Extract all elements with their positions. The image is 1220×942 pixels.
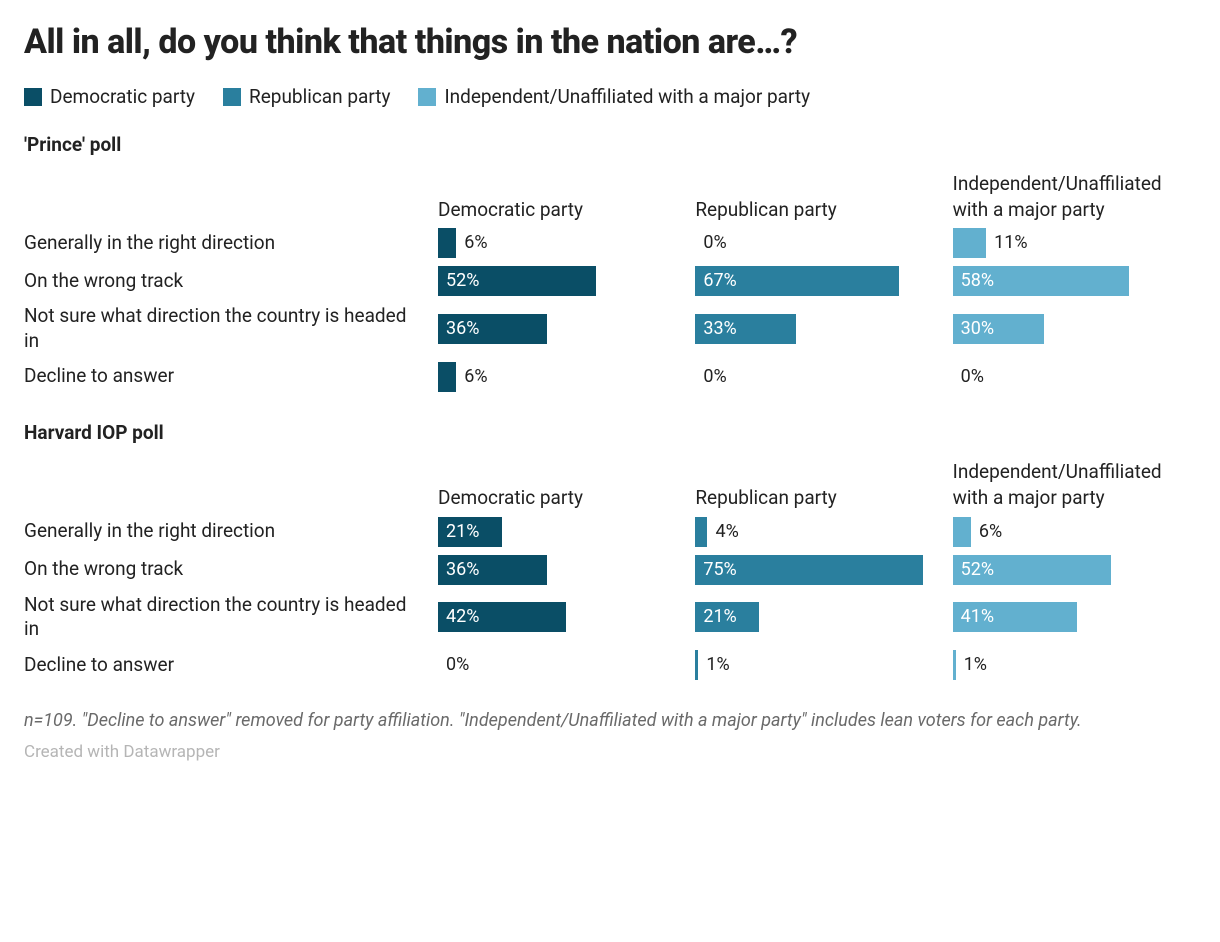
bar-cell: 6% — [438, 228, 681, 258]
bar — [695, 517, 707, 547]
bar-value-label: 36% — [438, 314, 487, 344]
legend-swatch — [24, 88, 42, 106]
bar-cell: 75% — [695, 555, 938, 585]
group-body: Generally in the right direction 21% 4% 6% O… — [24, 517, 1196, 680]
column-header: Republican party — [695, 485, 938, 517]
bar-value-label: 52% — [438, 266, 487, 296]
group-title: Harvard IOP poll — [24, 420, 1196, 446]
bar-value-label: 0% — [953, 362, 992, 392]
footnote: n=109. "Decline to answer" removed for p… — [24, 708, 1196, 733]
bar-value-label: 21% — [438, 517, 487, 547]
bar-value-label: 0% — [438, 650, 477, 680]
bar-cell: 30% — [953, 314, 1196, 344]
bar-cell: 1% — [953, 650, 1196, 680]
group-title: 'Prince' poll — [24, 132, 1196, 158]
credit: Created with Datawrapper — [24, 741, 1196, 764]
bar-value-label: 52% — [953, 555, 1002, 585]
bar-value-label: 1% — [698, 650, 737, 680]
row-label: Decline to answer — [24, 364, 424, 389]
bar-cell: 0% — [953, 362, 1196, 392]
column-header-row: Democratic party Republican party Independ… — [24, 171, 1196, 228]
legend-label: Independent/Unaffiliated with a major pa… — [444, 84, 810, 110]
bar-cell: 36% — [438, 555, 681, 585]
bar-value-label: 0% — [695, 228, 734, 258]
bar-cell: 52% — [953, 555, 1196, 585]
bar-value-label: 36% — [438, 555, 487, 585]
column-header: Democratic party — [438, 485, 681, 517]
bar-value-label: 21% — [695, 602, 744, 632]
bar-cell: 21% — [438, 517, 681, 547]
bar-value-label: 11% — [986, 228, 1035, 258]
bar-value-label: 41% — [953, 602, 1002, 632]
column-header: Independent/Unaffiliated with a major pa… — [953, 171, 1196, 228]
bar-value-label: 0% — [695, 362, 734, 392]
bar-cell: 6% — [953, 517, 1196, 547]
legend-item: Independent/Unaffiliated with a major pa… — [418, 84, 810, 110]
bar-cell: 0% — [438, 650, 681, 680]
group-body: Generally in the right direction 6% 0% 11% O… — [24, 228, 1196, 391]
bar-value-label: 67% — [695, 266, 744, 296]
legend-item: Democratic party — [24, 84, 195, 110]
bar-cell: 21% — [695, 602, 938, 632]
bar-cell: 36% — [438, 314, 681, 344]
row-label: Generally in the right direction — [24, 231, 424, 256]
row-label: Decline to answer — [24, 653, 424, 678]
bar-value-label: 6% — [971, 517, 1010, 547]
bar-cell: 0% — [695, 228, 938, 258]
bar-cell: 58% — [953, 266, 1196, 296]
bar-cell: 1% — [695, 650, 938, 680]
column-header: Republican party — [695, 197, 938, 229]
legend: Democratic party Republican party Independ… — [24, 84, 1196, 110]
chart-body: 'Prince' poll Democratic party Republican … — [24, 132, 1196, 681]
column-header-row: Democratic party Republican party Independ… — [24, 459, 1196, 516]
legend-label: Democratic party — [50, 84, 195, 110]
bar-value-label: 4% — [707, 517, 746, 547]
bar — [438, 228, 456, 258]
bar-value-label: 1% — [956, 650, 995, 680]
bar — [953, 517, 971, 547]
row-label: On the wrong track — [24, 269, 424, 294]
bar-cell: 41% — [953, 602, 1196, 632]
bar-cell: 67% — [695, 266, 938, 296]
chart-title: All in all, do you think that things in … — [24, 20, 1196, 66]
column-header: Independent/Unaffiliated with a major pa… — [953, 459, 1196, 516]
row-label: On the wrong track — [24, 557, 424, 582]
legend-item: Republican party — [223, 84, 390, 110]
bar-cell: 33% — [695, 314, 938, 344]
legend-label: Republican party — [249, 84, 390, 110]
bar-cell: 4% — [695, 517, 938, 547]
legend-swatch — [418, 88, 436, 106]
bar-cell: 52% — [438, 266, 681, 296]
bar — [953, 228, 986, 258]
row-label: Not sure what direction the country is h… — [24, 593, 424, 642]
row-label: Not sure what direction the country is h… — [24, 304, 424, 353]
bar-cell: 0% — [695, 362, 938, 392]
bar-cell: 11% — [953, 228, 1196, 258]
bar-value-label: 30% — [953, 314, 1002, 344]
bar-cell: 6% — [438, 362, 681, 392]
row-label: Generally in the right direction — [24, 519, 424, 544]
bar-value-label: 58% — [953, 266, 1002, 296]
column-header: Democratic party — [438, 197, 681, 229]
bar-value-label: 6% — [456, 362, 495, 392]
legend-swatch — [223, 88, 241, 106]
bar-value-label: 42% — [438, 602, 487, 632]
bar-value-label: 33% — [695, 314, 744, 344]
bar-value-label: 75% — [695, 555, 744, 585]
bar-cell: 42% — [438, 602, 681, 632]
bar — [438, 362, 456, 392]
bar-value-label: 6% — [456, 228, 495, 258]
